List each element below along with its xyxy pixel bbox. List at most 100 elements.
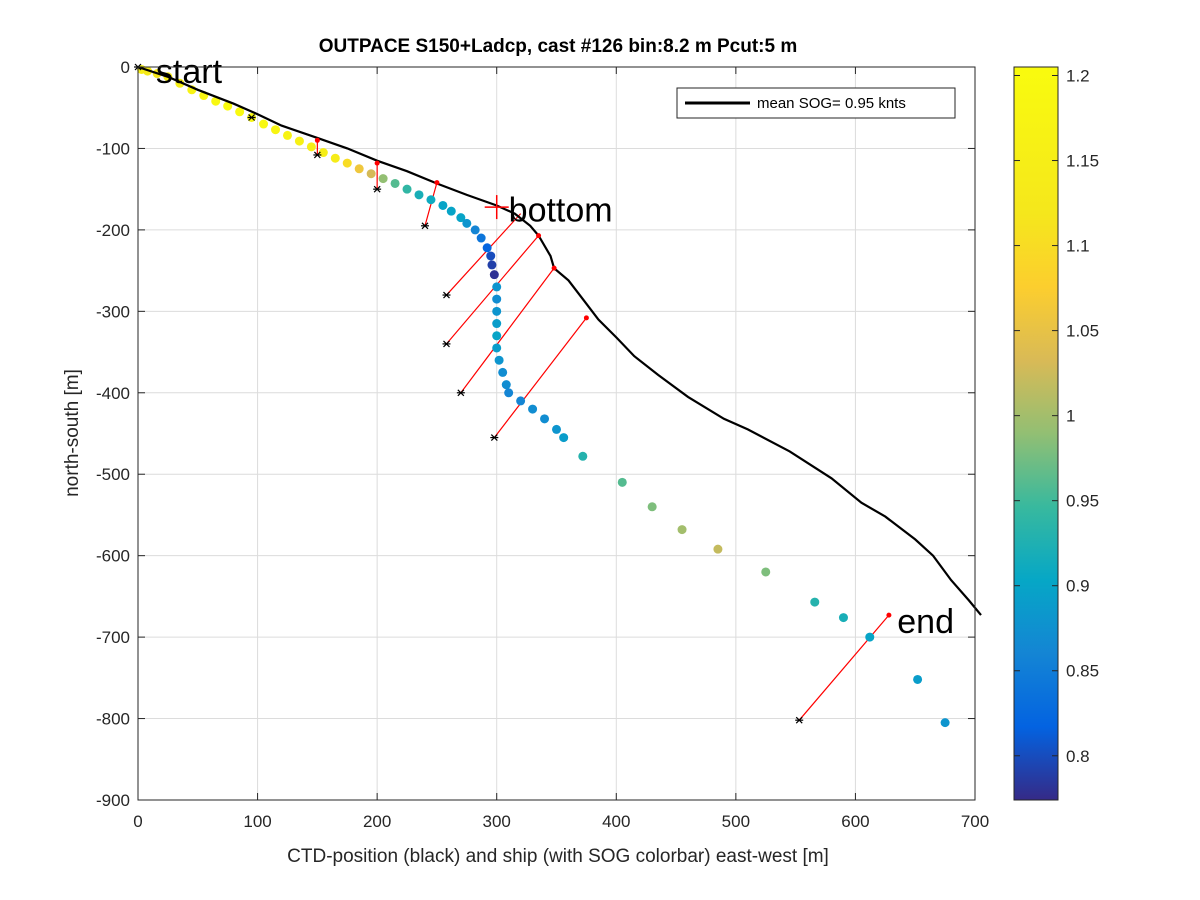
connector-line: [493, 317, 587, 438]
ship-point: [378, 174, 388, 184]
ship-point: [456, 213, 466, 223]
colorbar-ticks: 0.8 0.85 0.9 0.95 1 1.05 1.1 1.15 1.2: [1014, 67, 1099, 766]
ship-point: [940, 718, 950, 728]
x-tick-label: 400: [602, 812, 630, 831]
ship-point: [865, 632, 875, 642]
colorbar-tick-label: 1: [1066, 407, 1075, 426]
ship-point: [211, 96, 221, 106]
annotation-end: end: [897, 603, 954, 641]
colorbar-tick-label: 0.85: [1066, 662, 1099, 681]
y-tick-label: -200: [96, 221, 130, 240]
x-axis-ticks: 0 100 200 300 400 500 600 700: [133, 67, 989, 831]
colorbar: 0.8 0.85 0.9 0.95 1 1.05 1.1 1.15 1.2: [1013, 66, 1099, 801]
ship-point: [810, 597, 820, 607]
x-tick-label: 0: [133, 812, 142, 831]
ship-point: [482, 243, 492, 253]
ship-point: [761, 567, 771, 577]
ctd-track-line: [137, 65, 982, 616]
ship-point: [235, 107, 245, 117]
ship-point: [487, 260, 497, 270]
y-tick-label: -600: [96, 547, 130, 566]
ship-point: [354, 164, 364, 174]
ship-point: [492, 319, 502, 329]
annotation-start: start: [156, 53, 223, 91]
connector-line: [798, 614, 890, 721]
y-tick-label: -100: [96, 139, 130, 158]
y-axis-label: north-south [m]: [62, 369, 83, 497]
ship-point: [259, 119, 269, 129]
ship-point: [462, 218, 472, 228]
y-tick-label: -900: [96, 791, 130, 810]
colorbar-tick-label: 0.9: [1066, 577, 1090, 596]
ship-point: [647, 502, 657, 512]
x-tick-label: 300: [483, 812, 511, 831]
y-tick-label: -400: [96, 384, 130, 403]
colorbar-tick-label: 1.15: [1066, 152, 1099, 171]
colorbar-tick-label: 1.2: [1066, 67, 1090, 86]
y-tick-label: -300: [96, 302, 130, 321]
ctd-marker: [886, 612, 892, 618]
ship-point: [617, 477, 627, 487]
x-tick-label: 200: [363, 812, 391, 831]
ship-point: [342, 158, 352, 168]
ship-point: [838, 613, 848, 623]
y-tick-label: -800: [96, 710, 130, 729]
ship-point: [414, 190, 424, 200]
ctd-marker: [551, 265, 557, 271]
ship-point: [223, 101, 233, 111]
colorbar-gradient: [1013, 66, 1059, 801]
ship-point: [677, 525, 687, 535]
ship-point: [426, 195, 436, 205]
ship-point: [330, 153, 340, 163]
annotation-bottom: bottom: [509, 192, 613, 230]
colorbar-tick-label: 1.05: [1066, 322, 1099, 341]
annotations: start bottom end: [156, 53, 954, 641]
ctd-marker: [536, 233, 542, 239]
chart-title: OUTPACE S150+Ladcp, cast #126 bin:8.2 m …: [319, 36, 798, 57]
ship-point: [552, 424, 561, 434]
y-tick-label: 0: [121, 58, 130, 77]
legend: mean SOG= 0.95 knts: [676, 87, 956, 119]
ctd-marker: [583, 315, 589, 321]
ship-point: [282, 130, 292, 140]
ship-point: [271, 125, 281, 135]
x-tick-label: 100: [243, 812, 271, 831]
x-tick-label: 700: [961, 812, 989, 831]
colorbar-tick-label: 0.95: [1066, 492, 1099, 511]
ship-point: [528, 404, 538, 414]
x-tick-label: 600: [841, 812, 869, 831]
ship-point: [913, 674, 923, 684]
connector-line: [446, 213, 522, 296]
ship-point: [390, 178, 400, 188]
ship-point: [470, 225, 480, 235]
plot-frame: [137, 66, 976, 801]
ship-point: [402, 184, 412, 194]
ship-point: [559, 433, 569, 443]
ship-point: [504, 388, 514, 398]
ship-point: [438, 200, 448, 210]
ship-point: [578, 451, 588, 461]
y-tick-label: -500: [96, 465, 130, 484]
legend-entry-mean-sog: mean SOG= 0.95 knts: [757, 95, 906, 112]
connector-lines: [316, 140, 890, 721]
ship-point: [494, 355, 504, 365]
ship-point: [486, 251, 496, 261]
y-axis-ticks: 0 -100 -200 -300 -400 -500 -600 -700 -800 -900: [96, 58, 975, 810]
ship-point: [516, 396, 526, 406]
ship-point: [489, 270, 499, 280]
ship-point: [492, 331, 502, 341]
connector-line: [446, 235, 540, 345]
ship-point: [446, 206, 456, 216]
ship-point: [294, 136, 304, 146]
ship-point: [492, 306, 502, 316]
ctd-marker: [374, 160, 380, 166]
ship-point: [306, 142, 316, 152]
ship-point: [492, 294, 502, 304]
y-tick-label: -700: [96, 628, 130, 647]
ship-point: [492, 343, 502, 353]
colorbar-tick-label: 0.8: [1066, 747, 1090, 766]
connector-line: [460, 267, 555, 394]
ctd-marker: [434, 180, 440, 186]
